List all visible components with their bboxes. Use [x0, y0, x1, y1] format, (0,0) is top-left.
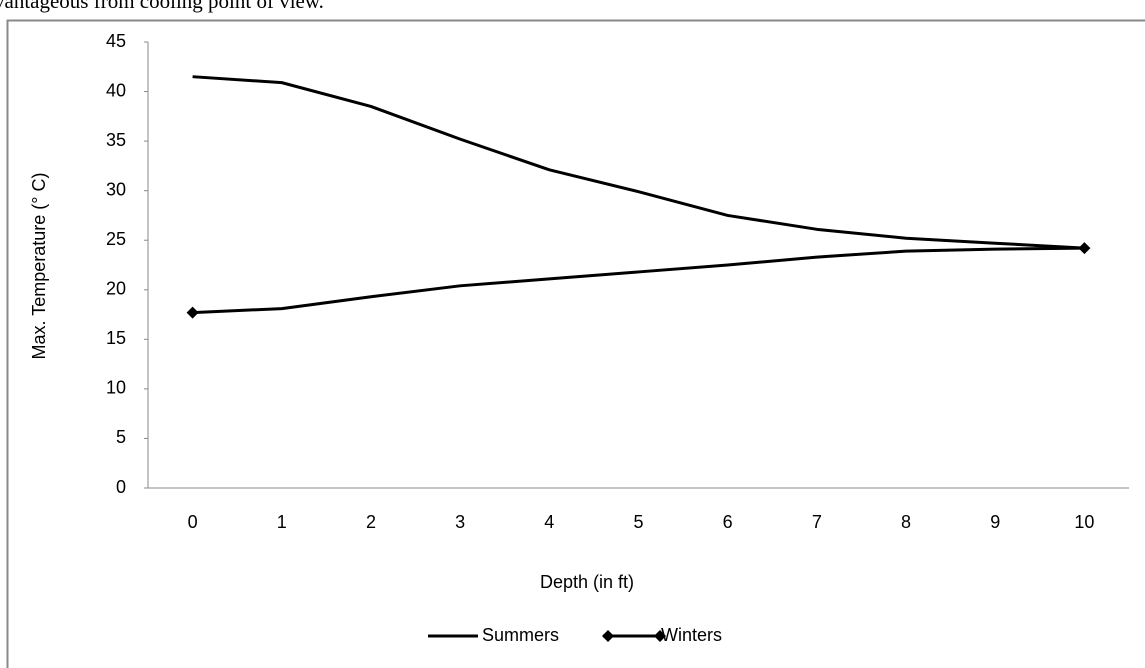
- y-tick-label: 15: [106, 328, 126, 348]
- chart-border: [6, 19, 1145, 668]
- legend-label: Summers: [482, 625, 559, 645]
- y-tick-label: 45: [106, 31, 126, 51]
- y-tick-label: 10: [106, 378, 126, 398]
- y-tick-label: 40: [106, 80, 126, 100]
- x-tick-label: 7: [812, 512, 822, 532]
- x-tick-label: 5: [633, 512, 643, 532]
- x-tick-label: 6: [723, 512, 733, 532]
- y-tick-label: 5: [116, 427, 126, 447]
- document-text: vantageous from cooling point of view.: [0, 0, 324, 13]
- x-tick-label: 2: [366, 512, 376, 532]
- x-tick-label: 3: [455, 512, 465, 532]
- y-tick-label: 30: [106, 179, 126, 199]
- y-tick-label: 25: [106, 229, 126, 249]
- point-marker: [1078, 242, 1091, 255]
- x-tick-label: 10: [1074, 512, 1094, 532]
- legend-marker: [602, 630, 614, 642]
- x-tick-label: 8: [901, 512, 911, 532]
- x-tick-label: 9: [990, 512, 1000, 532]
- series-line: [192, 246, 1085, 315]
- x-axis-title: Depth (in ft): [540, 572, 634, 592]
- point-marker: [186, 306, 199, 319]
- legend-marker: [654, 630, 666, 642]
- series-line: [192, 75, 1085, 250]
- x-tick-label: 0: [188, 512, 198, 532]
- x-tick-label: 4: [544, 512, 554, 532]
- x-tick-label: 1: [277, 512, 287, 532]
- y-tick-label: 0: [116, 477, 126, 497]
- y-tick-label: 35: [106, 130, 126, 150]
- y-axis-title: Max. Temperature (° C): [29, 173, 49, 360]
- legend-label: Winters: [661, 625, 722, 645]
- y-tick-label: 20: [106, 279, 126, 299]
